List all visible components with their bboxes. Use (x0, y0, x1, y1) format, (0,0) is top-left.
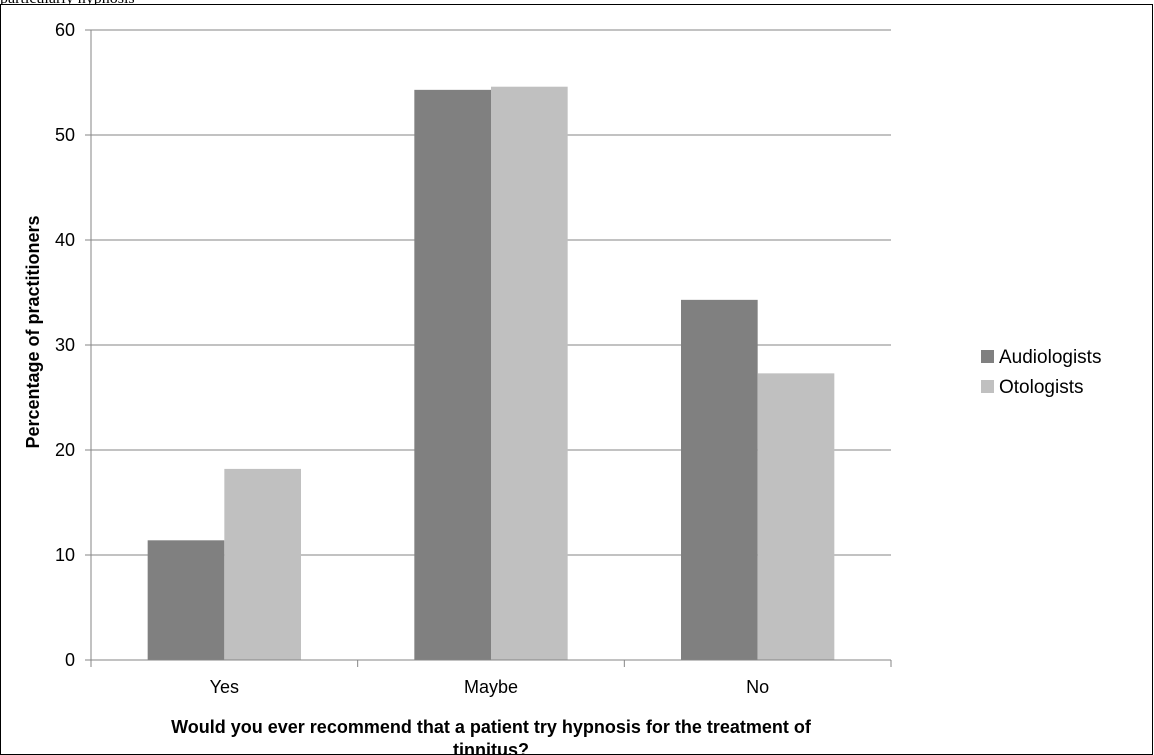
y-tick-label: 30 (55, 335, 75, 355)
bar-otologists-no (757, 373, 835, 660)
x-axis-title-line-1: Would you ever recommend that a patient … (171, 717, 812, 737)
y-tick-label: 50 (55, 125, 75, 145)
y-tick-label: 20 (55, 440, 75, 460)
x-tick-label: Yes (210, 677, 239, 697)
bars (147, 86, 835, 661)
legend-swatch-otologists (981, 380, 994, 393)
y-axis-title: Percentage of practitioners (23, 215, 43, 448)
x-axis-title-line-2: tinnitus? (453, 740, 529, 755)
x-tick-label: Maybe (464, 677, 518, 697)
axes (90, 30, 892, 667)
legend-label-otologists: Otologists (999, 377, 1083, 398)
legend-label-audiologists: Audiologists (999, 347, 1101, 368)
clipped-header-text: particularly hypnosis (0, 0, 135, 8)
legend: Audiologists Otologists (981, 347, 1101, 398)
bar-audiologists-yes (147, 540, 225, 660)
y-tick-label: 40 (55, 230, 75, 250)
bar-otologists-yes (224, 468, 301, 660)
bar-chart: 0 10 20 30 40 50 60 Yes Maybe No Percentage of p… (23, 20, 1101, 755)
x-tick-labels: Yes Maybe No (210, 677, 770, 697)
chart-frame: 0 10 20 30 40 50 60 Yes Maybe No Percentage of p… (0, 4, 1153, 755)
y-tick-label: 0 (65, 650, 75, 670)
bar-otologists-maybe (491, 86, 568, 660)
legend-swatch-audiologists (981, 350, 994, 363)
y-tick-label: 10 (55, 545, 75, 565)
y-tick-label: 60 (55, 20, 75, 40)
bar-audiologists-maybe (414, 89, 491, 661)
bar-audiologists-no (681, 299, 758, 660)
x-tick-label: No (746, 677, 769, 697)
y-tick-labels: 0 10 20 30 40 50 60 (55, 20, 75, 670)
